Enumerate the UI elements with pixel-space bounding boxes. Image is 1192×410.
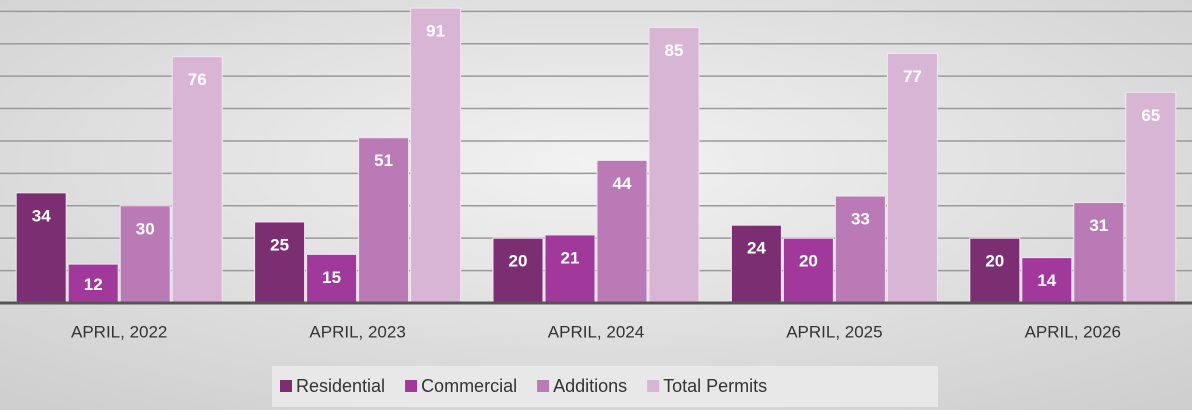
value-label: 24 xyxy=(747,239,766,258)
value-label: 85 xyxy=(665,41,684,60)
x-tick-label: APRIL, 2026 xyxy=(1025,322,1121,341)
legend-label: Residential xyxy=(296,376,385,396)
legend-swatch xyxy=(405,380,418,392)
x-tick-label: APRIL, 2024 xyxy=(548,322,644,341)
legend-box xyxy=(272,366,938,407)
x-tick-label: APRIL, 2025 xyxy=(786,322,882,341)
value-label: 77 xyxy=(903,67,922,86)
legend-swatch xyxy=(647,380,660,392)
value-label: 51 xyxy=(374,151,393,170)
bar xyxy=(834,195,886,304)
bar xyxy=(1125,91,1177,304)
bar xyxy=(969,237,1021,304)
value-label: 15 xyxy=(322,268,341,287)
value-label: 91 xyxy=(426,22,445,41)
value-label: 20 xyxy=(509,252,528,271)
x-tick-label: APRIL, 2022 xyxy=(71,322,167,341)
bar xyxy=(648,27,700,304)
bar xyxy=(596,159,648,304)
bar xyxy=(886,52,938,304)
bar xyxy=(1021,257,1073,304)
bar xyxy=(544,234,596,304)
value-label: 20 xyxy=(799,252,818,271)
value-label: 44 xyxy=(613,174,632,193)
x-tick-label: APRIL, 2023 xyxy=(309,322,405,341)
value-label: 12 xyxy=(84,275,103,294)
value-label: 33 xyxy=(851,210,870,229)
value-label: 14 xyxy=(1037,271,1056,290)
value-label: 65 xyxy=(1141,106,1160,125)
value-label: 25 xyxy=(270,235,289,254)
value-label: 34 xyxy=(32,206,51,225)
bar xyxy=(306,253,358,304)
bar xyxy=(492,237,544,304)
value-label: 76 xyxy=(188,70,207,89)
value-label: 21 xyxy=(561,248,580,267)
bar xyxy=(730,224,782,304)
bar xyxy=(358,137,410,304)
bar xyxy=(410,7,462,304)
value-label: 20 xyxy=(985,252,1004,271)
legend-swatch xyxy=(537,380,550,392)
legend-label: Total Permits xyxy=(663,376,767,396)
bar xyxy=(254,221,306,304)
bar xyxy=(1073,202,1125,304)
bar xyxy=(171,56,223,304)
legend-swatch xyxy=(280,380,292,392)
value-label: 31 xyxy=(1089,216,1108,235)
legend-label: Commercial xyxy=(421,376,517,396)
value-label: 30 xyxy=(136,219,155,238)
legend-label: Additions xyxy=(553,376,627,396)
